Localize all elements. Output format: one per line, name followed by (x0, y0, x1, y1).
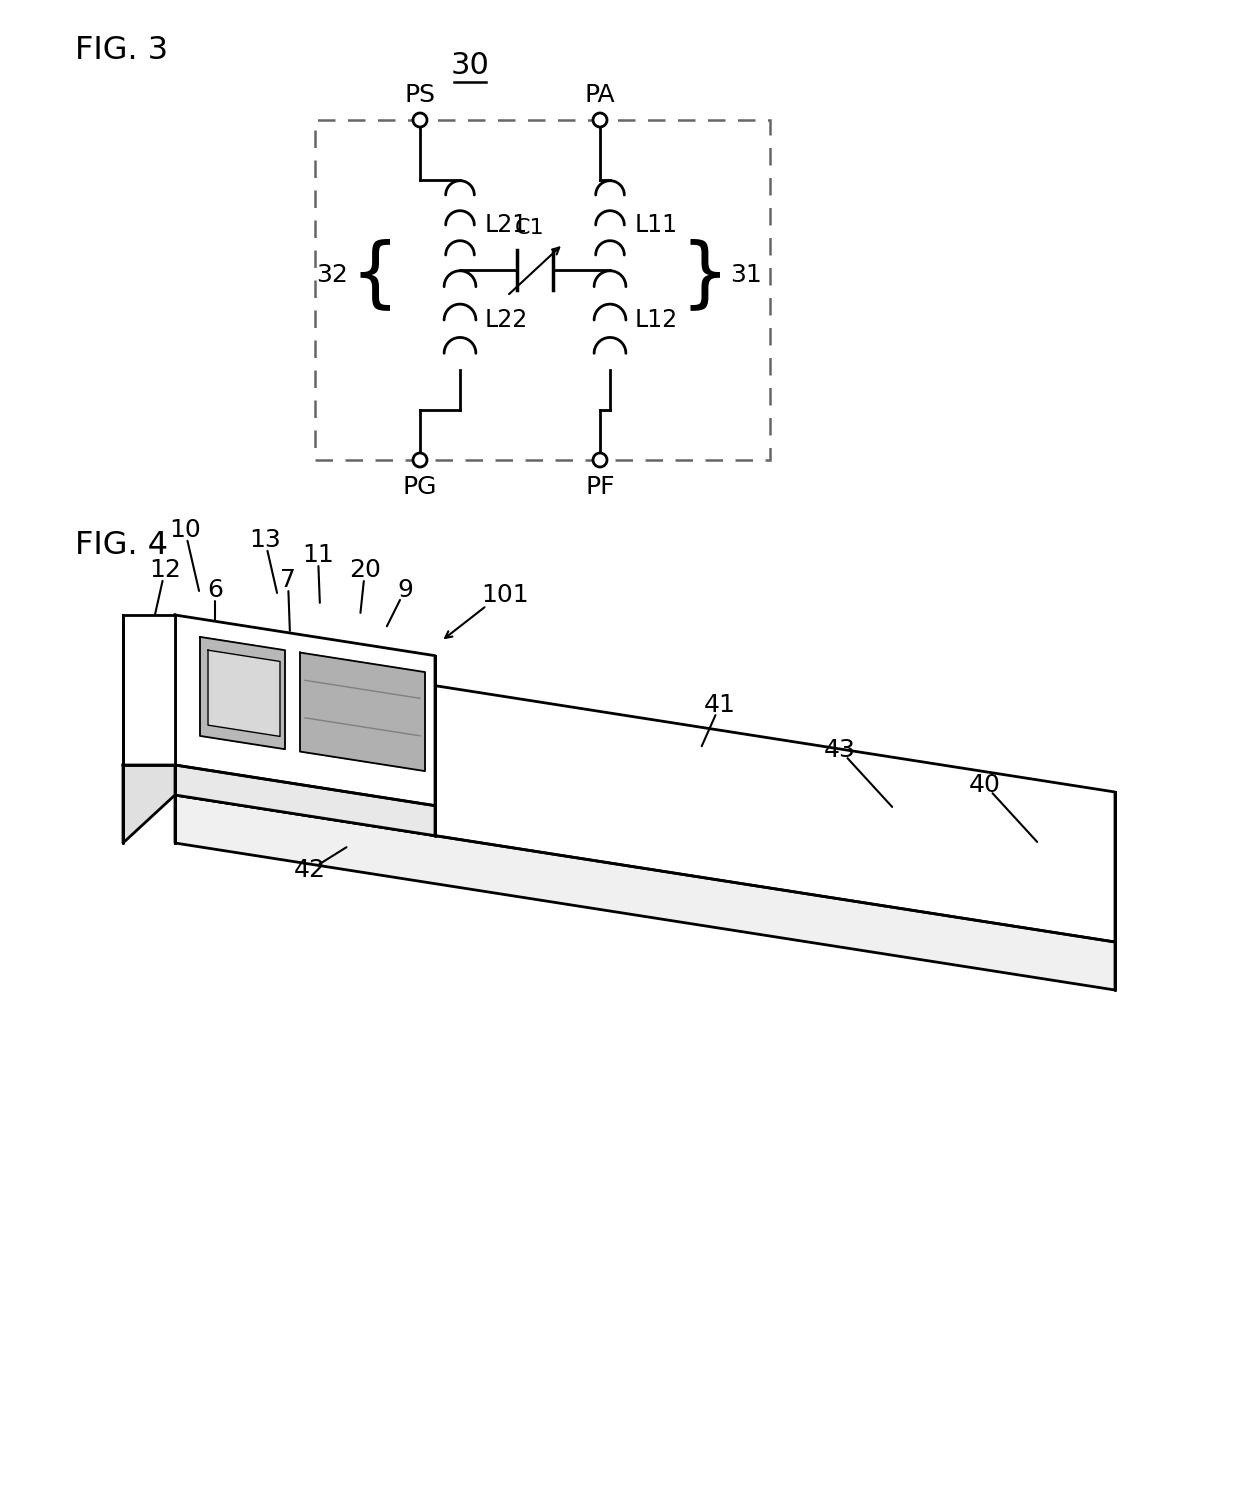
Text: 11: 11 (303, 542, 334, 568)
Text: 42: 42 (294, 858, 326, 882)
Text: 41: 41 (704, 693, 735, 717)
Circle shape (413, 113, 427, 127)
Text: 32: 32 (316, 264, 348, 288)
Text: L11: L11 (635, 213, 678, 237)
Text: 101: 101 (481, 583, 528, 606)
Polygon shape (175, 615, 435, 806)
Text: 12: 12 (149, 557, 181, 583)
Polygon shape (123, 764, 175, 843)
Polygon shape (175, 645, 1115, 942)
Text: 20: 20 (350, 557, 381, 583)
Text: 30: 30 (450, 51, 490, 80)
Polygon shape (200, 636, 285, 749)
Polygon shape (300, 653, 425, 772)
Text: L22: L22 (485, 308, 528, 332)
Polygon shape (175, 764, 435, 836)
Text: 6: 6 (207, 578, 223, 602)
Text: 13: 13 (249, 527, 281, 551)
Circle shape (593, 113, 608, 127)
Polygon shape (175, 796, 1115, 989)
Text: C1: C1 (515, 218, 544, 238)
Circle shape (413, 453, 427, 466)
Text: FIG. 3: FIG. 3 (74, 34, 169, 66)
Text: 9: 9 (397, 578, 413, 602)
Polygon shape (208, 650, 280, 736)
Text: 31: 31 (730, 264, 761, 288)
Text: 10: 10 (169, 519, 201, 542)
Text: PG: PG (403, 475, 438, 499)
Text: PF: PF (585, 475, 615, 499)
Text: L21: L21 (485, 213, 528, 237)
Text: PA: PA (585, 83, 615, 107)
Text: L12: L12 (635, 308, 678, 332)
Bar (315, 121, 770, 460)
Text: 43: 43 (825, 738, 856, 761)
Polygon shape (123, 615, 175, 764)
Text: PS: PS (404, 83, 435, 107)
Text: }: } (681, 238, 729, 311)
Text: 7: 7 (280, 568, 296, 592)
Circle shape (593, 453, 608, 466)
Text: 40: 40 (970, 773, 1001, 797)
Text: FIG. 4: FIG. 4 (74, 530, 167, 562)
Text: {: { (351, 238, 399, 311)
